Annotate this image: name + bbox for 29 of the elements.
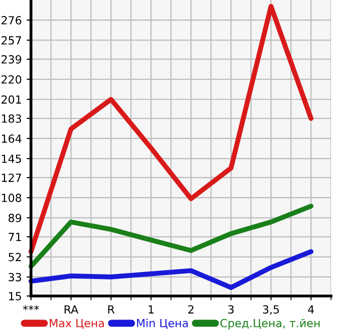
y-tick-label: 33 — [8, 272, 22, 282]
x-tick-label: 1 — [148, 305, 154, 314]
y-tick-label: 15 — [9, 292, 21, 300]
line-series — [28, 4, 314, 254]
x-tick-label: 2 — [188, 305, 194, 314]
x-tick-label: 4 — [308, 305, 314, 314]
y-tick-label: 89 — [8, 214, 22, 222]
x-tick-label: 3 — [228, 305, 234, 314]
legend-label: Max Цена — [50, 319, 104, 329]
x-tick-label: RA — [64, 305, 78, 314]
y-tick-label: 276 — [2, 16, 22, 24]
y-tick-label: 257 — [2, 36, 22, 45]
legend-label: Min Цена — [137, 318, 188, 329]
y-tick-label: 127 — [2, 174, 22, 182]
y-tick-label: 108 — [2, 194, 22, 202]
y-tick-label: 52 — [8, 252, 21, 262]
legend-label: Сред.Цена, т.йен — [220, 318, 320, 330]
y-tick-label: 164 — [2, 134, 22, 143]
y-tick-label: 145 — [2, 154, 21, 163]
y-tick-label: 220 — [2, 75, 22, 84]
y-tick-label: 183 — [2, 114, 22, 123]
x-tick-label: *** — [23, 305, 39, 310]
x-tick-label: R — [108, 305, 115, 314]
line-series — [28, 249, 314, 290]
y-tick-label: 71 — [8, 232, 21, 242]
line-series — [28, 204, 314, 269]
y-tick-label: 239 — [2, 55, 22, 64]
x-tick-label: 3,5 — [263, 305, 279, 315]
y-tick-label: 201 — [2, 95, 21, 104]
